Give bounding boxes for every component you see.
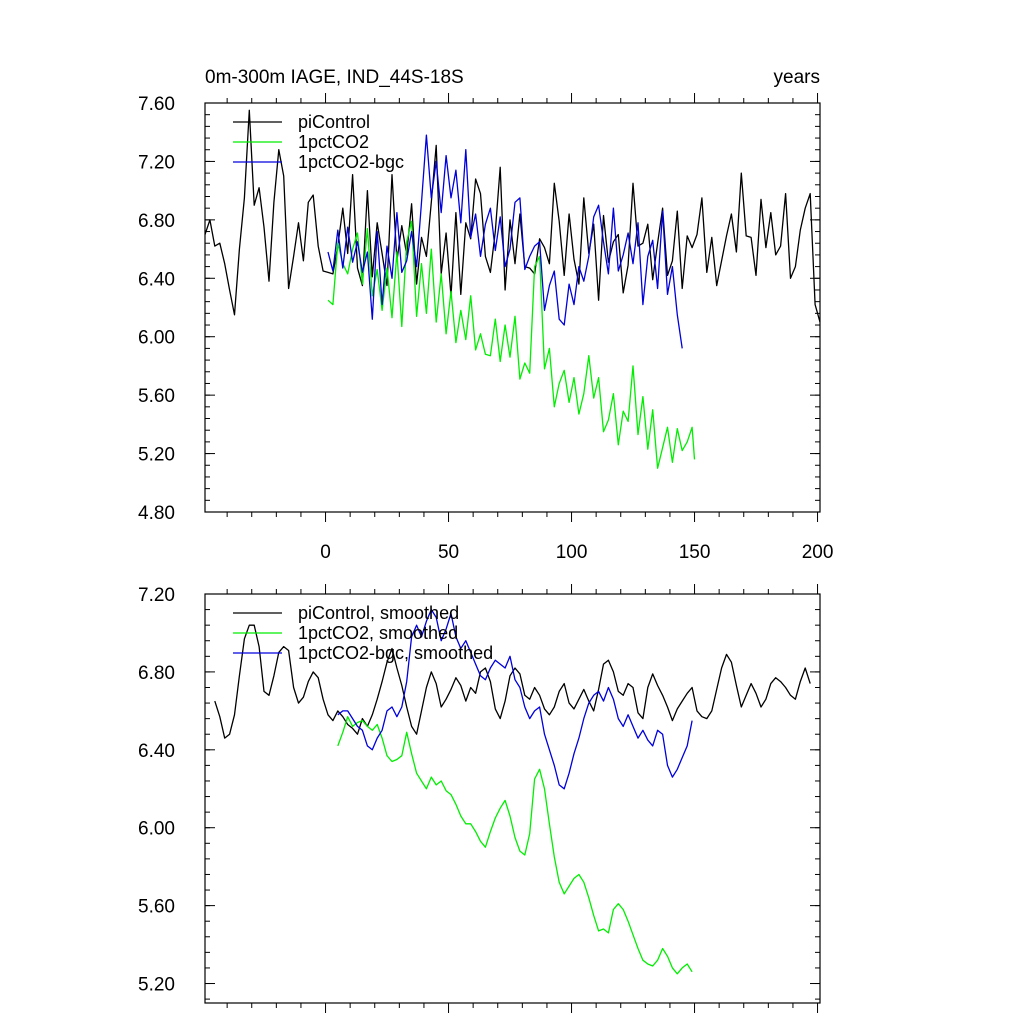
plot-frame <box>204 102 821 513</box>
series-line <box>327 220 696 469</box>
x-tick-label: 100 <box>556 542 588 563</box>
x-tick-label: 0 <box>320 542 331 563</box>
x-tick-label: 50 <box>438 542 459 563</box>
legend-label: piControl, smoothed <box>298 603 459 623</box>
chart-title: 0m-300m IAGE, IND_44S-18S <box>205 67 464 88</box>
y-tick-label: 6.00 <box>138 819 175 840</box>
x-tick-label: 200 <box>802 542 834 563</box>
y-tick-label: 6.40 <box>138 741 175 762</box>
y-tick-label: 5.20 <box>138 445 175 466</box>
legend-label: 1pctCO2-bgc <box>298 152 404 172</box>
series-line <box>337 716 693 975</box>
legend-label: 1pctCO2, smoothed <box>298 623 458 643</box>
y-tick-label: 6.80 <box>138 211 175 232</box>
y-tick-label: 7.20 <box>138 585 175 606</box>
series-line <box>214 624 811 739</box>
y-tick-label: 7.20 <box>138 152 175 173</box>
y-tick-label: 7.60 <box>138 94 175 115</box>
y-tick-label: 6.80 <box>138 663 175 684</box>
plot-frame <box>204 593 821 1004</box>
y-tick-label: 5.60 <box>138 386 175 407</box>
y-tick-label: 4.80 <box>138 503 175 524</box>
y-tick-label: 5.60 <box>138 897 175 918</box>
legend-label: 1pctCO2-bgc, smoothed <box>298 643 493 663</box>
legend-label: 1pctCO2 <box>298 132 369 152</box>
top-panel: 4.80 5.20 5.60 6.00 6.40 6.80 7.20 7.60 0 50 100 15… <box>138 93 833 563</box>
x-units-label: years <box>774 67 820 88</box>
series-line <box>204 109 821 323</box>
x-tick-label: 150 <box>679 542 711 563</box>
y-tick-label: 5.20 <box>138 975 175 996</box>
y-tick-label: 6.00 <box>138 328 175 349</box>
y-tick-label: 6.40 <box>138 269 175 290</box>
series-line <box>337 608 693 790</box>
bottom-panel: 5.20 5.60 6.00 6.40 6.80 7.20 piControl, smoot… <box>138 584 821 1013</box>
legend-label: piControl <box>298 112 370 132</box>
series-line <box>327 134 683 349</box>
